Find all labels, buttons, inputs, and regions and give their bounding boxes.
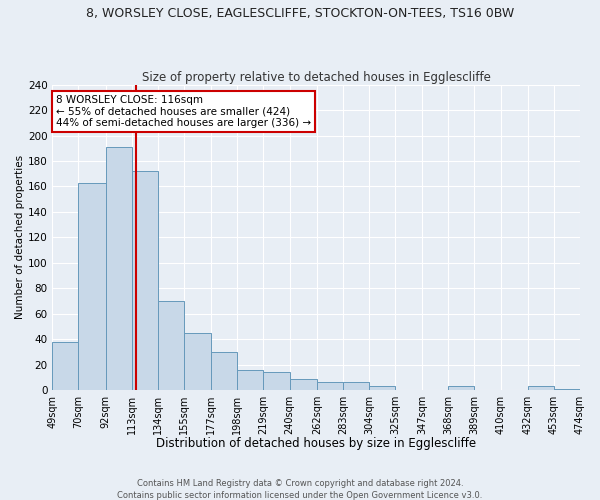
Bar [211,352,238,390]
Bar [158,301,184,390]
Bar [369,386,395,390]
Title: Size of property relative to detached houses in Egglescliffe: Size of property relative to detached ho… [142,70,491,84]
Bar [132,171,158,390]
Bar [528,386,554,390]
Text: 8 WORSLEY CLOSE: 116sqm
← 55% of detached houses are smaller (424)
44% of semi-d: 8 WORSLEY CLOSE: 116sqm ← 55% of detache… [56,95,311,128]
Bar [290,378,317,390]
Bar [106,147,132,390]
Bar [184,332,211,390]
Bar [263,372,290,390]
Y-axis label: Number of detached properties: Number of detached properties [15,156,25,320]
Bar [554,388,580,390]
Bar [52,342,79,390]
X-axis label: Distribution of detached houses by size in Egglescliffe: Distribution of detached houses by size … [156,437,476,450]
Bar [238,370,263,390]
Bar [79,182,106,390]
Bar [448,386,475,390]
Text: 8, WORSLEY CLOSE, EAGLESCLIFFE, STOCKTON-ON-TEES, TS16 0BW: 8, WORSLEY CLOSE, EAGLESCLIFFE, STOCKTON… [86,8,514,20]
Text: Contains HM Land Registry data © Crown copyright and database right 2024.
Contai: Contains HM Land Registry data © Crown c… [118,478,482,500]
Bar [343,382,369,390]
Bar [317,382,343,390]
